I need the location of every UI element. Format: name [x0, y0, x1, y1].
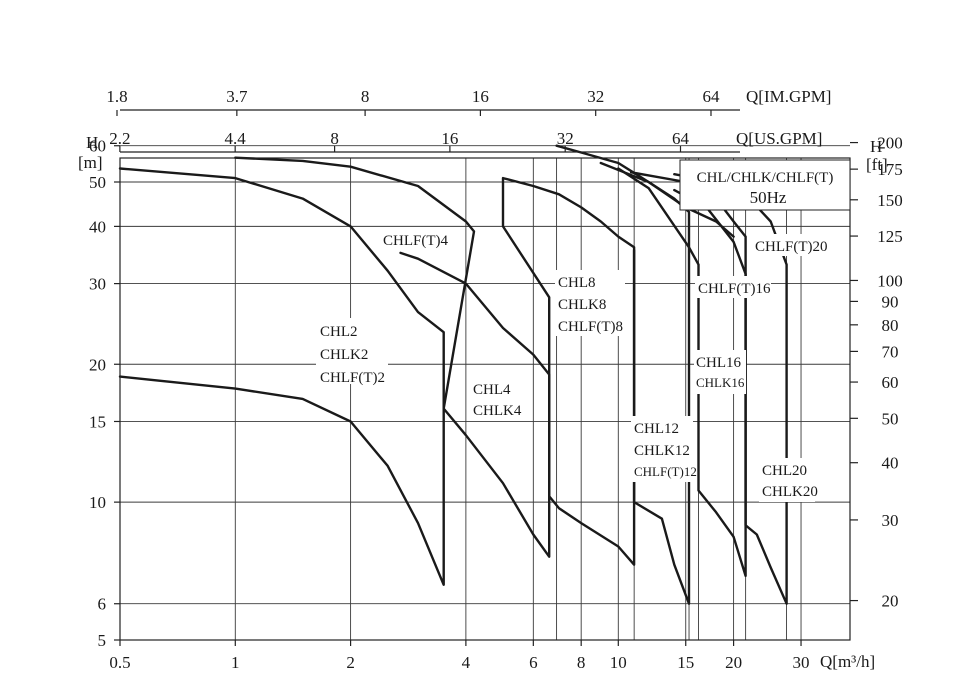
- plot-frame: [119, 157, 851, 641]
- top-im-tick-label: 64: [702, 87, 720, 106]
- y-right-tick-label: 90: [882, 292, 899, 311]
- curve-layer: [118, 144, 788, 605]
- performance-curve-0: [118, 167, 445, 586]
- performance-curve-2: [501, 176, 636, 566]
- x-tick-label: 6: [529, 653, 538, 672]
- annotation-line: CHL2: [320, 324, 358, 340]
- y-right-tick-label: 40: [882, 454, 899, 473]
- annotation-line: CHLK16: [696, 375, 745, 390]
- annotation-chlft4: CHLF(T)4: [380, 228, 448, 250]
- annotation-line: CHL4: [473, 382, 511, 398]
- y-left-tick-label: 60: [89, 137, 106, 156]
- y-left-tick-label: 10: [89, 493, 106, 512]
- annotation-chl16: CHL16 CHLK16: [694, 350, 746, 394]
- right-axis-title-h: H: [870, 137, 882, 156]
- top-us-tick-label: 8: [330, 129, 339, 148]
- x-tick-label: 20: [725, 653, 742, 672]
- y-right-tick-label: 30: [882, 511, 899, 530]
- annotation-line: CHL12: [634, 421, 679, 437]
- y-right-tick-label: 200: [877, 134, 903, 153]
- y-left-tick-label: 40: [89, 217, 106, 236]
- y-right-tick-label: 100: [877, 271, 903, 290]
- x-tick-label: 2: [346, 653, 355, 672]
- annotation-line: CHLK12: [634, 443, 690, 459]
- y-right-tick-label: 175: [877, 160, 903, 179]
- top-im-tick-label: 32: [587, 87, 604, 106]
- x-tick-label: 1: [231, 653, 240, 672]
- performance-curve-1: [234, 156, 551, 558]
- annotation-line: CHLF(T)20: [755, 239, 828, 255]
- annotation-chl20: CHL20 CHLK20: [759, 458, 818, 502]
- x-tick-label: 8: [577, 653, 586, 672]
- chart-title: CHL/CHLK/CHLF(T): [697, 170, 834, 186]
- left-axis-title-h: H: [86, 133, 98, 152]
- top-us-tick-label: 2.2: [109, 129, 130, 148]
- y-left-tick-label: 6: [98, 595, 107, 614]
- x-tick-label: 4: [462, 653, 471, 672]
- y-left-tick-label: 20: [89, 355, 106, 374]
- annotation-line: CHLF(T)4: [383, 233, 448, 249]
- chart-subtitle: 50Hz: [750, 188, 787, 207]
- y-left-tick-label: 50: [89, 173, 106, 192]
- annotation-chl12: CHL12 CHLK12 CHLF(T)12: [631, 416, 697, 482]
- annotation-line: CHLK20: [762, 484, 818, 500]
- annotation-chl2: CHL2 CHLK2 CHLF(T)2: [316, 318, 388, 386]
- x-tick-label: 30: [793, 653, 810, 672]
- top-us-tick-label: 16: [441, 129, 458, 148]
- annotation-line: CHLK8: [558, 297, 606, 313]
- y-left-tick-label: 15: [89, 412, 106, 431]
- y-right-tick-label: 70: [882, 342, 899, 361]
- x-tick-label: 0.5: [109, 653, 130, 672]
- performance-curve-3: [555, 144, 691, 605]
- y-left-tick-label: 5: [98, 631, 107, 650]
- top-im-tick-label: 1.8: [106, 87, 127, 106]
- annotation-chlft16: CHLF(T)16: [695, 276, 771, 298]
- annotation-line: CHLF(T)2: [320, 370, 385, 386]
- y-right-tick-label: 50: [882, 409, 899, 428]
- annotation-line: CHLF(T)16: [698, 281, 771, 297]
- annotation-line: CHLF(T)12: [634, 464, 697, 479]
- annotation-line: CHLF(T)8: [558, 319, 623, 335]
- annotation-line: CHL8: [558, 275, 596, 291]
- top-im-tick-label: 8: [361, 87, 370, 106]
- top-axis-us-title: Q[US.GPM]: [736, 129, 822, 148]
- top-us-tick-label: 32: [557, 129, 574, 148]
- annotation-line: CHLK2: [320, 347, 368, 363]
- y-left-tick-label: 30: [89, 275, 106, 294]
- y-right-tick-label: 150: [877, 191, 903, 210]
- x-axis-title-text: Q[m³/h]: [820, 652, 875, 671]
- top-im-tick-label: 3.7: [226, 87, 248, 106]
- top-axis-im-title: Q[IM.GPM]: [746, 87, 831, 106]
- x-tick-label: 15: [677, 653, 694, 672]
- annotation-chlft20: CHLF(T)20: [752, 234, 832, 256]
- x-axis-title: Q[m³/h]: [820, 652, 875, 671]
- legend-box: [679, 159, 851, 211]
- tick-layer: 0.5 1 2 4 6 8 10 15 20 30 5 6 10 15 20 30 40 50 60 20 30 40 50…: [89, 87, 903, 672]
- y-right-tick-label: 60: [882, 373, 899, 392]
- annotation-chl8: CHL8 CHLK8 CHLF(T)8: [555, 270, 625, 336]
- top-us-tick-label: 64: [672, 129, 690, 148]
- right-axis-title-unit: [ft]: [866, 155, 888, 174]
- top-im-tick-label: 16: [472, 87, 489, 106]
- annotation-line: CHL20: [762, 463, 807, 479]
- annotation-line: CHLK4: [473, 403, 522, 419]
- annotation-chl4: CHL4 CHLK4: [470, 378, 526, 420]
- left-axis-title-unit: [m]: [78, 153, 103, 172]
- y-right-tick-label: 80: [882, 316, 899, 335]
- top-us-tick-label: 4.4: [225, 129, 247, 148]
- x-tick-label: 10: [610, 653, 627, 672]
- annotation-line: CHL16: [696, 355, 742, 371]
- y-right-tick-label: 125: [877, 227, 903, 246]
- y-right-tick-label: 20: [882, 592, 899, 611]
